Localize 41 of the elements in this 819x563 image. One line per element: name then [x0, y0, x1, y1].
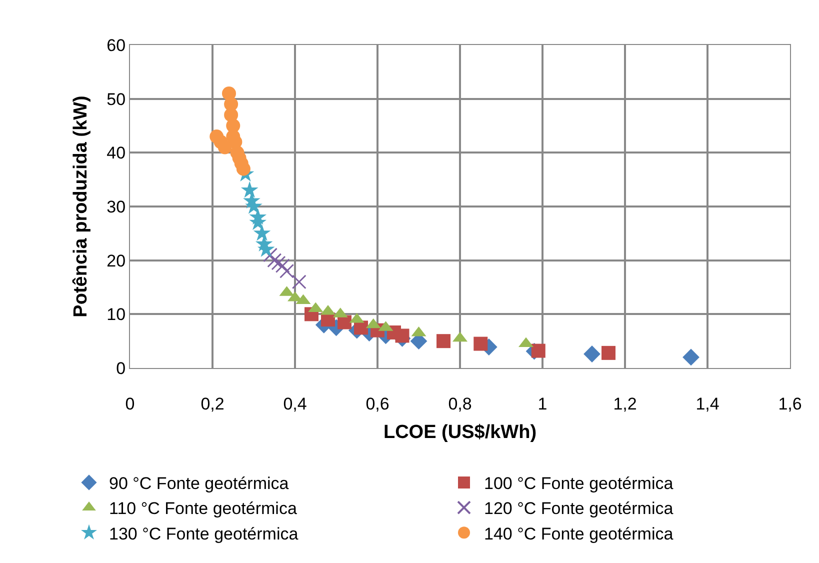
legend-label: 120 °C Fonte geotérmica	[484, 499, 674, 518]
point	[267, 253, 282, 268]
point	[253, 224, 271, 241]
x-tick-label: 0,6	[366, 394, 390, 414]
point	[531, 344, 546, 358]
point	[584, 346, 600, 362]
x-tick-label: 1,6	[778, 394, 802, 414]
point	[275, 258, 290, 273]
point	[436, 334, 450, 348]
x-axis-title: LCOE (US$/kWh)	[383, 422, 537, 444]
legend-label: 90 °C Fonte geotérmica	[109, 474, 290, 494]
point	[602, 346, 616, 360]
point	[280, 264, 294, 278]
legend-label: 100 °C Fonte geotérmica	[484, 474, 674, 494]
x-tick-label: 0,2	[200, 394, 224, 414]
point	[474, 336, 488, 351]
y-axis-title: Potência produzida (kW)	[70, 96, 92, 318]
point	[395, 328, 410, 343]
point	[257, 240, 275, 257]
legend-label: 140 °C Fonte geotérmica	[484, 524, 674, 544]
y-tick-label: 60	[106, 36, 126, 55]
legend-label: 110 °C Fonte geotérmica	[109, 499, 298, 518]
point	[263, 248, 278, 262]
x-tick-label: 1,2	[613, 394, 637, 414]
x-tick-label: 1	[538, 394, 548, 414]
point	[240, 181, 258, 198]
y-tick-label: 40	[106, 144, 126, 163]
y-tick-label: 30	[106, 197, 126, 216]
point	[292, 274, 306, 290]
y-tick-label: 10	[106, 305, 126, 324]
point	[218, 140, 232, 154]
y-tick-label: 0	[116, 358, 126, 378]
y-tick-label: 50	[106, 90, 126, 109]
point	[236, 162, 250, 176]
legend-label: 130 °C Fonte geotérmica	[109, 524, 299, 544]
x-tick-label: 0,4	[283, 394, 307, 414]
x-tick-label: 0,8	[448, 394, 472, 414]
point	[682, 348, 700, 366]
y-tick-label: 20	[106, 251, 126, 270]
x-tick-label: 1,4	[696, 394, 720, 414]
point	[245, 197, 262, 214]
